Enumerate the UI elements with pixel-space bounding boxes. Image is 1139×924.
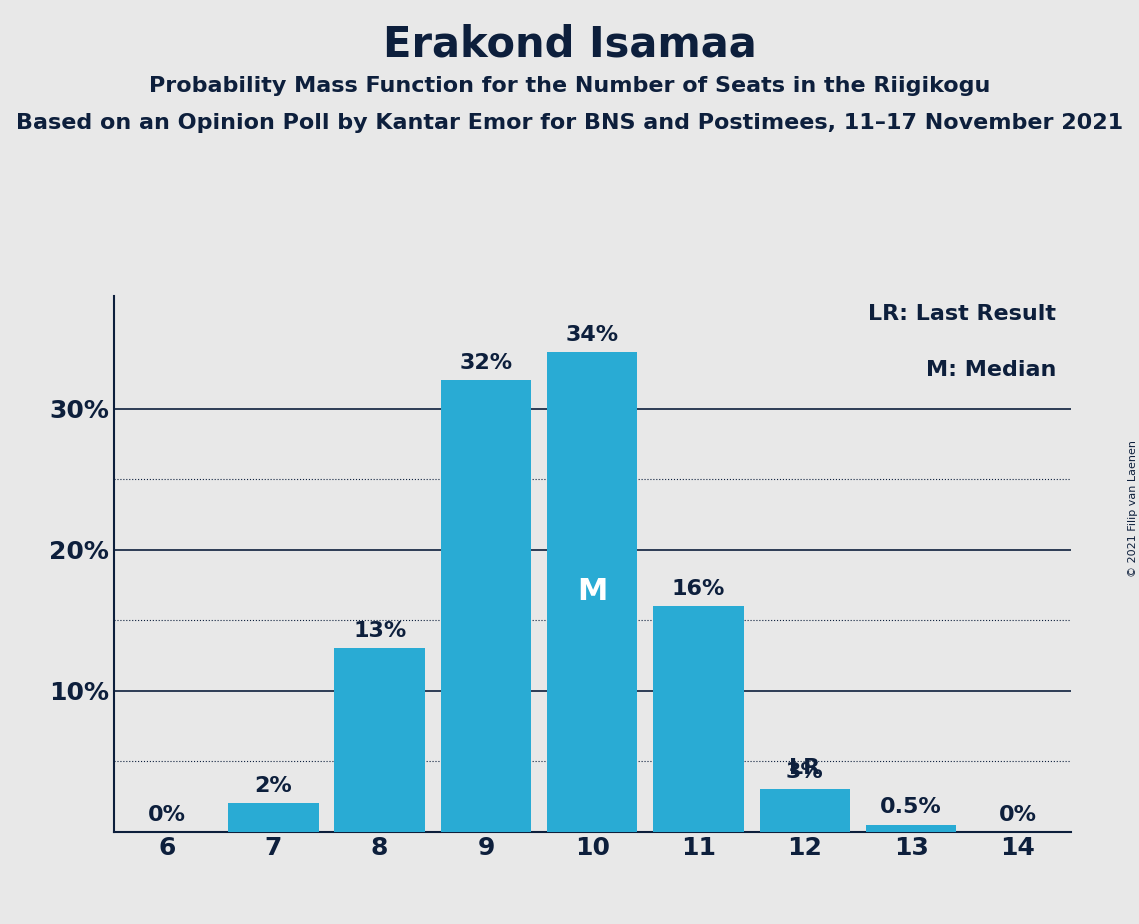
Text: © 2021 Filip van Laenen: © 2021 Filip van Laenen	[1129, 440, 1138, 577]
Text: Erakond Isamaa: Erakond Isamaa	[383, 23, 756, 65]
Text: 32%: 32%	[459, 353, 513, 373]
Bar	[441, 381, 531, 832]
Bar	[335, 649, 425, 832]
Text: 2%: 2%	[254, 776, 293, 796]
Bar	[866, 824, 957, 832]
Text: LR: LR	[789, 758, 820, 778]
Text: 13%: 13%	[353, 621, 407, 641]
Text: 0.5%: 0.5%	[880, 797, 942, 818]
Text: M: M	[577, 578, 607, 606]
Text: 0%: 0%	[148, 805, 186, 824]
Text: 0%: 0%	[999, 805, 1036, 824]
Text: LR: Last Result: LR: Last Result	[868, 304, 1056, 323]
Bar	[760, 789, 850, 832]
Bar	[547, 352, 638, 832]
Bar	[228, 803, 319, 832]
Text: 3%: 3%	[786, 762, 823, 783]
Text: Based on an Opinion Poll by Kantar Emor for BNS and Postimees, 11–17 November 20: Based on an Opinion Poll by Kantar Emor …	[16, 113, 1123, 133]
Text: Probability Mass Function for the Number of Seats in the Riigikogu: Probability Mass Function for the Number…	[149, 76, 990, 96]
Bar	[654, 606, 744, 832]
Text: M: Median: M: Median	[926, 360, 1056, 380]
Text: 34%: 34%	[566, 325, 618, 345]
Text: 16%: 16%	[672, 579, 726, 599]
